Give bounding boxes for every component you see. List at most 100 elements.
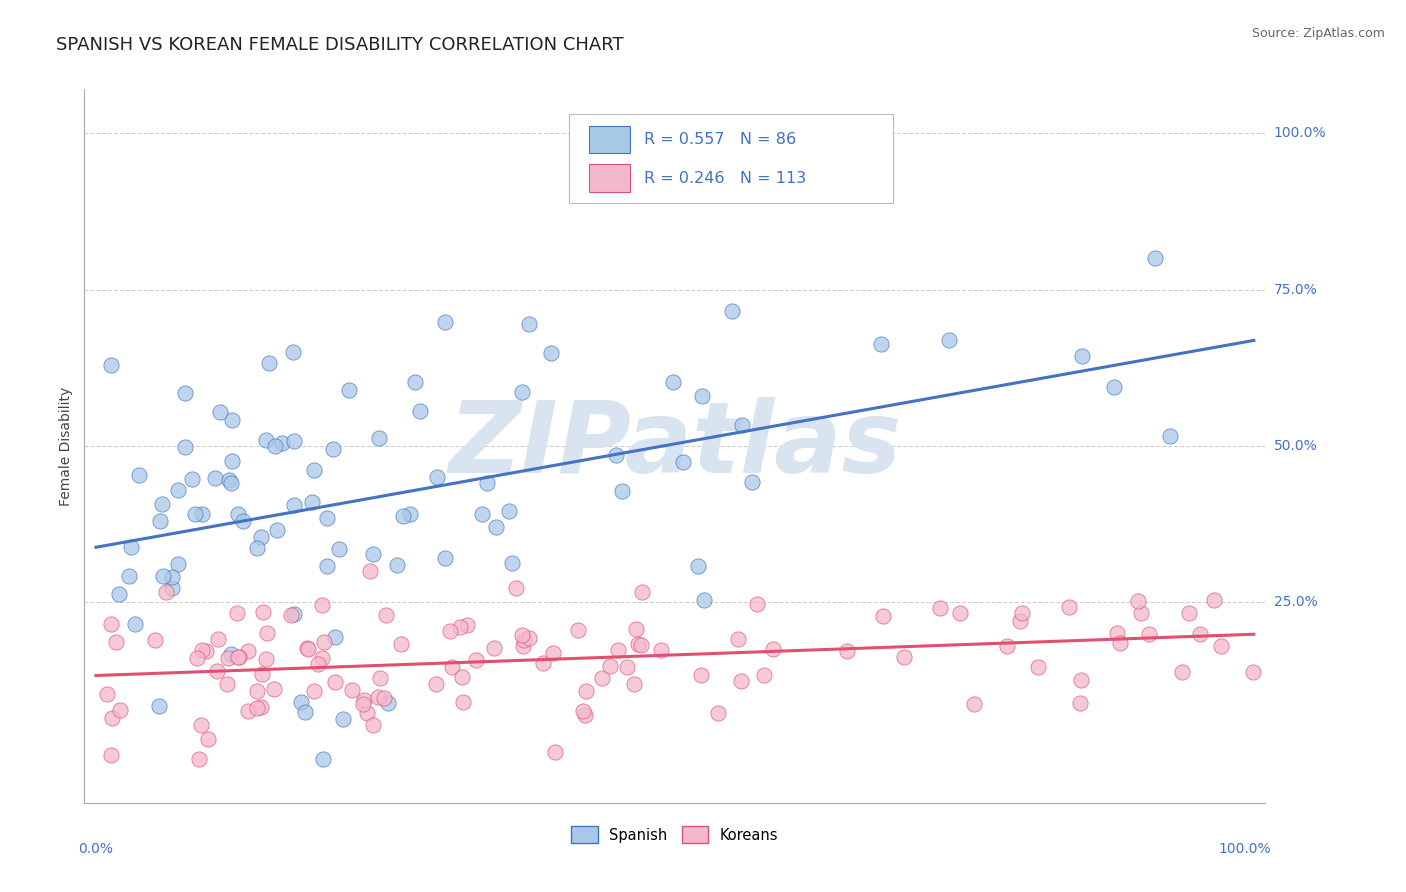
Point bbox=[1109, 636, 1132, 650]
Point bbox=[835, 644, 858, 658]
Point bbox=[190, 643, 212, 657]
Point bbox=[650, 643, 672, 657]
Point bbox=[108, 703, 131, 717]
Point bbox=[434, 315, 457, 329]
Point bbox=[250, 530, 273, 544]
Point bbox=[195, 644, 218, 658]
Point bbox=[605, 448, 627, 462]
Point bbox=[995, 639, 1018, 653]
Point bbox=[451, 695, 474, 709]
Point bbox=[688, 559, 710, 574]
Point bbox=[167, 483, 190, 498]
Point bbox=[1070, 673, 1092, 687]
Point bbox=[180, 472, 202, 486]
Point bbox=[408, 404, 430, 418]
Point bbox=[464, 653, 486, 667]
Point bbox=[1107, 626, 1129, 640]
Point bbox=[385, 558, 408, 573]
Point bbox=[312, 752, 335, 766]
Point bbox=[204, 470, 226, 484]
Point bbox=[301, 495, 323, 509]
FancyBboxPatch shape bbox=[589, 164, 630, 192]
Point bbox=[404, 375, 426, 389]
Point bbox=[312, 635, 335, 649]
Point bbox=[1059, 599, 1081, 614]
Point bbox=[148, 699, 170, 714]
Legend: Spanish, Koreans: Spanish, Koreans bbox=[565, 821, 785, 849]
Point bbox=[439, 624, 461, 638]
Point bbox=[872, 608, 894, 623]
Point bbox=[1008, 614, 1031, 628]
Point bbox=[332, 712, 354, 726]
Text: Source: ZipAtlas.com: Source: ZipAtlas.com bbox=[1251, 27, 1385, 40]
Point bbox=[572, 704, 595, 718]
Text: 50.0%: 50.0% bbox=[1274, 439, 1317, 453]
Point bbox=[1126, 594, 1149, 608]
Point bbox=[246, 684, 269, 698]
Point bbox=[434, 550, 457, 565]
Point bbox=[356, 706, 378, 720]
Point bbox=[246, 541, 269, 556]
Point bbox=[120, 540, 142, 554]
Point bbox=[475, 475, 498, 490]
Point bbox=[630, 584, 652, 599]
Y-axis label: Female Disability: Female Disability bbox=[59, 386, 73, 506]
Point bbox=[543, 745, 565, 759]
Point bbox=[96, 687, 118, 701]
Point bbox=[266, 523, 288, 537]
FancyBboxPatch shape bbox=[589, 126, 630, 153]
Point bbox=[311, 598, 333, 612]
Point bbox=[361, 718, 384, 732]
Point bbox=[283, 499, 305, 513]
Text: ZIPatlas: ZIPatlas bbox=[449, 398, 901, 494]
Point bbox=[297, 641, 319, 656]
Point bbox=[707, 706, 730, 721]
Point bbox=[512, 639, 534, 653]
Point bbox=[519, 631, 541, 645]
Point bbox=[501, 556, 523, 570]
Point bbox=[426, 470, 449, 484]
Point bbox=[128, 468, 150, 483]
Text: 75.0%: 75.0% bbox=[1274, 283, 1317, 296]
Point bbox=[963, 697, 986, 711]
Point bbox=[375, 608, 398, 623]
Point bbox=[280, 608, 302, 623]
Point bbox=[190, 507, 212, 521]
Point bbox=[173, 440, 195, 454]
Point bbox=[162, 570, 184, 584]
Point bbox=[449, 620, 471, 634]
Point bbox=[1011, 606, 1033, 620]
Point bbox=[342, 682, 364, 697]
Point bbox=[302, 684, 325, 698]
Point bbox=[250, 667, 273, 681]
Point bbox=[353, 692, 375, 706]
Point bbox=[1069, 696, 1091, 710]
Point bbox=[190, 718, 212, 732]
Point bbox=[398, 507, 420, 521]
Point bbox=[124, 617, 146, 632]
Point bbox=[217, 650, 239, 665]
Point bbox=[294, 706, 316, 720]
Point bbox=[256, 625, 278, 640]
Point bbox=[100, 617, 122, 632]
Point bbox=[325, 675, 347, 690]
Point bbox=[540, 346, 562, 360]
Point bbox=[1144, 251, 1167, 265]
Point bbox=[236, 704, 259, 718]
Point bbox=[731, 417, 754, 432]
Point bbox=[510, 384, 533, 399]
Point bbox=[730, 673, 752, 688]
Point bbox=[307, 657, 329, 671]
Point bbox=[207, 632, 229, 647]
Text: R = 0.557   N = 86: R = 0.557 N = 86 bbox=[644, 132, 796, 147]
Text: 100.0%: 100.0% bbox=[1219, 842, 1271, 856]
Point bbox=[155, 585, 177, 599]
Point bbox=[391, 508, 413, 523]
Point bbox=[167, 558, 190, 572]
Point bbox=[456, 618, 478, 632]
Point bbox=[498, 504, 520, 518]
Point bbox=[747, 597, 769, 611]
Point bbox=[328, 541, 350, 556]
Point bbox=[252, 605, 274, 619]
Point bbox=[368, 671, 391, 685]
